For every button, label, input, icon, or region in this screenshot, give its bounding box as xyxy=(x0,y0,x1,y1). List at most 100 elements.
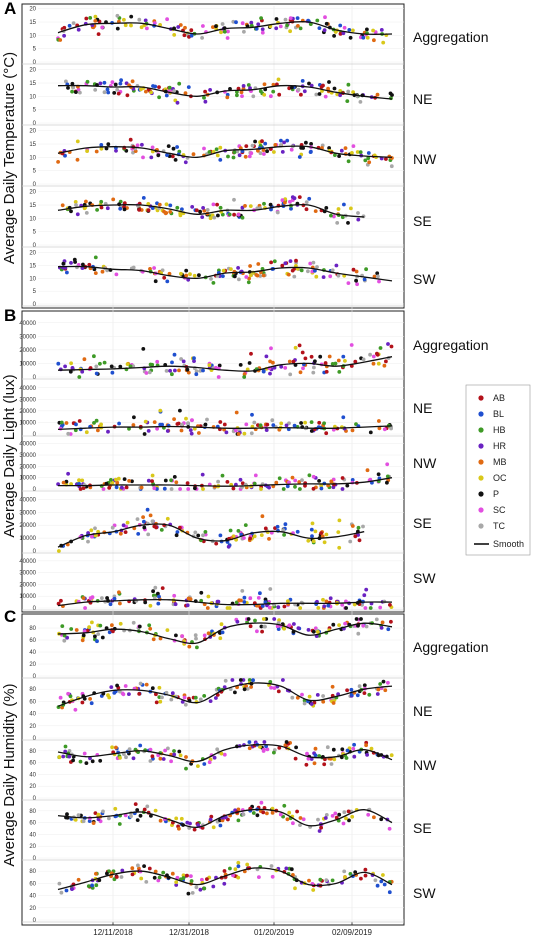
data-point xyxy=(311,888,316,892)
data-point xyxy=(65,812,69,817)
data-point xyxy=(192,426,197,431)
y-tick-label: 30000 xyxy=(19,334,36,340)
data-point xyxy=(308,261,313,266)
data-point xyxy=(261,810,266,815)
data-point xyxy=(313,746,318,751)
data-point xyxy=(292,196,297,201)
data-point xyxy=(206,594,211,599)
data-point xyxy=(105,871,109,876)
data-point xyxy=(131,423,136,427)
data-point xyxy=(62,33,66,38)
data-point xyxy=(309,83,314,88)
data-point xyxy=(351,267,356,272)
data-point xyxy=(291,821,295,826)
data-point xyxy=(247,740,252,744)
data-point xyxy=(294,258,298,263)
data-point xyxy=(241,678,246,682)
y-tick-label: 40000 xyxy=(19,559,36,565)
data-point xyxy=(242,372,247,376)
data-point xyxy=(364,743,368,748)
data-point xyxy=(344,816,348,821)
panel-b-ylabel: Average Daily Light (lux) xyxy=(1,374,18,537)
data-point xyxy=(109,685,114,689)
data-point xyxy=(56,601,61,606)
data-point xyxy=(268,359,272,364)
data-point xyxy=(88,697,92,701)
data-point xyxy=(284,866,289,871)
data-point xyxy=(240,589,245,593)
data-point xyxy=(312,365,316,370)
data-point xyxy=(107,630,112,635)
data-point xyxy=(350,524,355,528)
data-point xyxy=(242,687,247,692)
data-point xyxy=(201,487,205,491)
data-point xyxy=(182,695,187,700)
data-point xyxy=(185,367,190,372)
data-point xyxy=(271,423,276,427)
data-point xyxy=(233,690,237,695)
data-point xyxy=(272,686,277,690)
legend: AB BL HB HR MB OC P SC TC Smooth xyxy=(465,384,531,556)
panel-letter-b: B xyxy=(4,306,16,325)
data-point xyxy=(234,428,238,433)
data-point xyxy=(118,601,122,606)
data-point xyxy=(348,872,353,876)
data-point xyxy=(375,92,380,97)
data-point xyxy=(133,802,138,806)
y-tick-label: 40000 xyxy=(19,386,36,392)
data-point xyxy=(70,887,74,891)
data-point xyxy=(228,866,232,871)
data-point xyxy=(262,92,267,97)
data-point xyxy=(165,429,170,433)
data-point xyxy=(129,14,134,19)
data-point xyxy=(314,92,319,97)
data-point xyxy=(340,476,345,480)
data-point xyxy=(382,882,387,887)
data-point xyxy=(346,159,351,164)
data-point xyxy=(177,81,182,86)
data-point xyxy=(312,761,317,766)
data-point xyxy=(324,878,329,882)
y-tick-label: 40000 xyxy=(19,497,36,503)
data-point xyxy=(378,682,383,686)
data-point xyxy=(90,534,94,539)
legend-marker xyxy=(478,443,484,449)
data-point xyxy=(203,89,208,94)
data-point xyxy=(354,269,359,274)
data-point xyxy=(330,362,335,366)
data-point xyxy=(363,867,368,872)
y-tick-label: 80 xyxy=(29,687,36,693)
data-point xyxy=(96,428,100,433)
y-tick-label: 20000 xyxy=(19,464,36,470)
data-point xyxy=(144,682,149,687)
data-point xyxy=(235,619,240,624)
data-point xyxy=(272,259,277,264)
data-point xyxy=(205,877,209,881)
data-point xyxy=(185,481,190,485)
data-point xyxy=(87,819,92,823)
data-point xyxy=(178,23,183,27)
data-point xyxy=(321,694,325,698)
data-point xyxy=(184,416,188,421)
data-point xyxy=(242,536,246,540)
data-point xyxy=(343,621,347,626)
data-point xyxy=(71,85,76,90)
data-point xyxy=(222,29,227,34)
data-point xyxy=(194,369,199,374)
data-point xyxy=(150,479,155,483)
data-point xyxy=(298,487,302,491)
data-point xyxy=(351,746,356,751)
data-point xyxy=(173,98,178,103)
data-point xyxy=(130,872,135,877)
legend-marker xyxy=(478,395,484,401)
data-point xyxy=(282,533,286,537)
data-point xyxy=(292,622,296,626)
data-point xyxy=(319,825,323,830)
data-point xyxy=(331,622,336,627)
data-point xyxy=(297,480,302,484)
legend-item: HR xyxy=(478,441,506,451)
data-point xyxy=(238,678,243,682)
data-point xyxy=(243,154,248,159)
data-point xyxy=(164,93,169,98)
data-point xyxy=(121,523,126,528)
